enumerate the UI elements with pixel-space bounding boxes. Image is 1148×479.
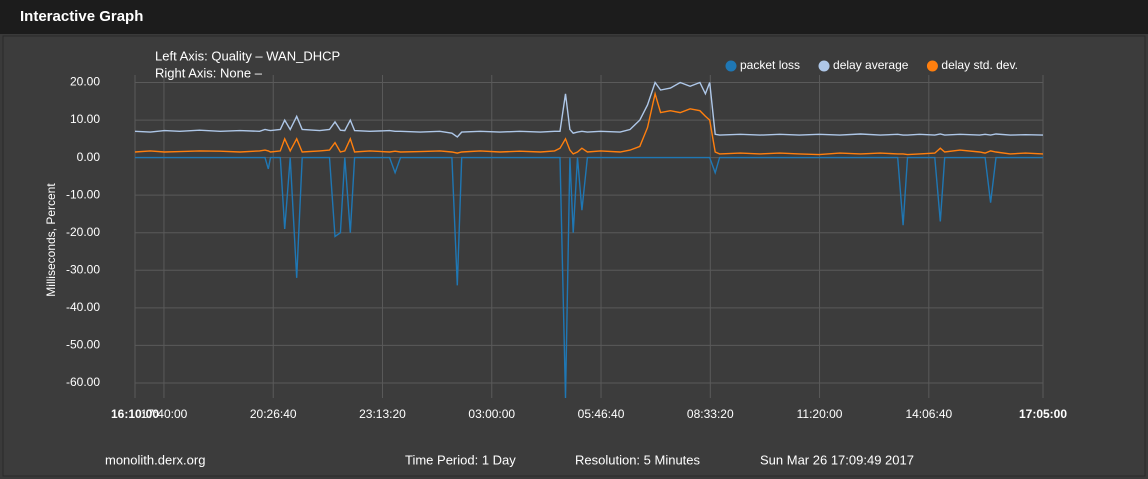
footer-host: monolith.derx.org — [105, 452, 205, 467]
x-tick-label: 17:05:00 — [1019, 407, 1067, 421]
y-tick-label: 10.00 — [70, 112, 100, 126]
y-tick-label: -60.00 — [66, 375, 100, 389]
legend-swatch — [725, 60, 737, 72]
panel-header — [0, 0, 1148, 34]
x-tick-label: 05:46:40 — [578, 407, 625, 421]
right-axis-label: Right Axis: None – — [155, 65, 263, 80]
legend-label: packet loss — [740, 58, 800, 72]
series-line — [135, 156, 1043, 399]
panel-title: Interactive Graph — [20, 8, 143, 25]
footer-resolution: Resolution: 5 Minutes — [575, 452, 701, 467]
y-axis-title: Milliseconds, Percent — [44, 183, 58, 297]
legend-swatch — [818, 60, 830, 72]
x-tick-label: 08:33:20 — [687, 407, 734, 421]
x-tick-label: 17:40:00 — [141, 407, 188, 421]
y-tick-label: -40.00 — [66, 300, 100, 314]
y-tick-label: -20.00 — [66, 225, 100, 239]
x-tick-label: 03:00:00 — [468, 407, 515, 421]
x-tick-label: 20:26:40 — [250, 407, 297, 421]
series-line — [134, 80, 1044, 138]
y-tick-label: -50.00 — [66, 338, 100, 352]
y-tick-label: -30.00 — [66, 262, 100, 276]
footer-timestamp: Sun Mar 26 17:09:49 2017 — [760, 452, 914, 467]
y-tick-label: 0.00 — [77, 150, 101, 164]
legend-swatch — [926, 60, 938, 72]
x-tick-label: 14:06:40 — [905, 407, 952, 421]
panel-body — [2, 35, 1146, 477]
y-tick-label: 20.00 — [70, 75, 100, 89]
x-tick-label: 16:10:00 — [111, 407, 159, 421]
series-line — [134, 91, 1044, 156]
y-tick-label: -10.00 — [66, 187, 100, 201]
legend-label: delay std. dev. — [941, 58, 1018, 72]
left-axis-label: Left Axis: Quality – WAN_DHCP — [155, 48, 340, 63]
x-tick-label: 11:20:00 — [797, 407, 843, 421]
x-tick-label: 23:13:20 — [359, 407, 406, 421]
legend-label: delay average — [833, 58, 909, 72]
footer-period: Time Period: 1 Day — [405, 452, 516, 467]
